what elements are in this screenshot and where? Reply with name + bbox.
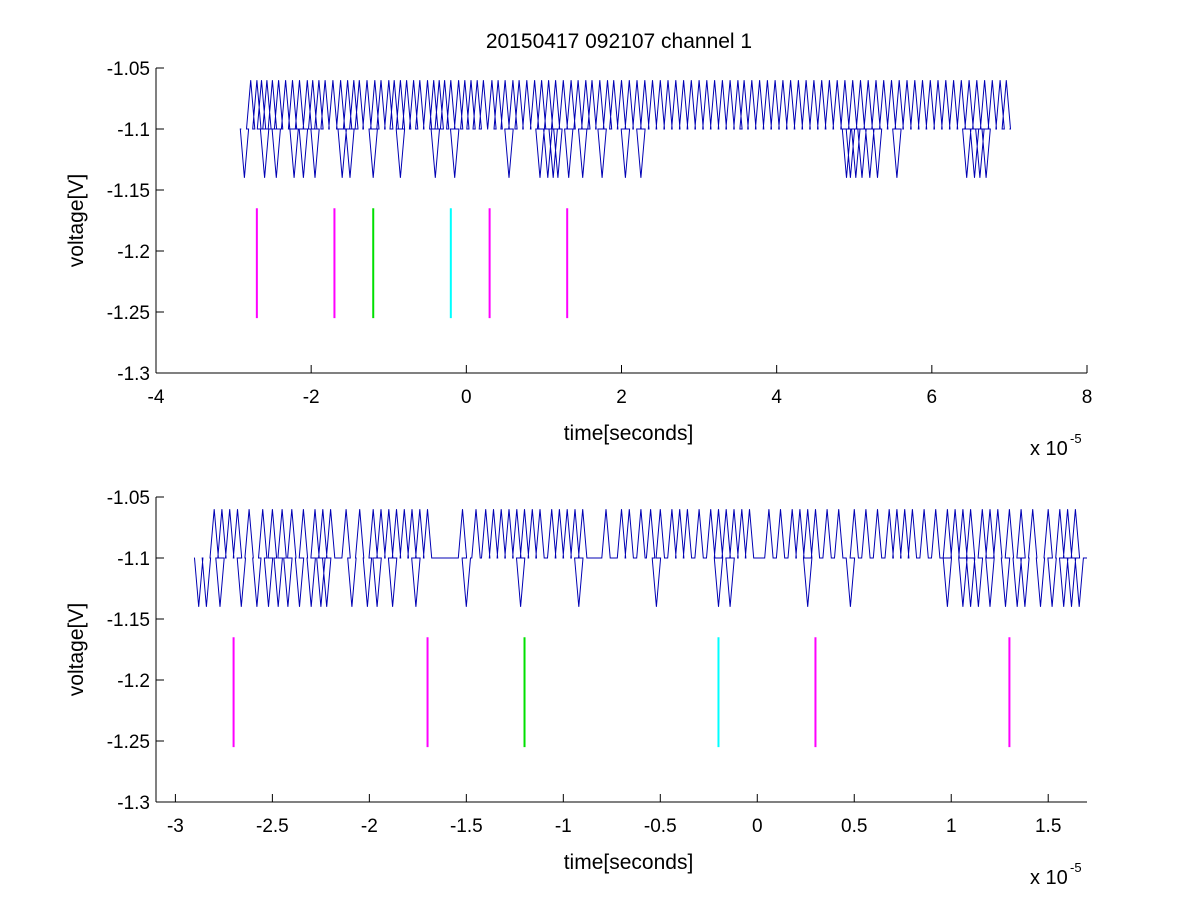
- signal-trace: [193, 509, 1087, 607]
- y-tick-label: -1.05: [107, 59, 150, 80]
- y-tick-label: -1.3: [117, 793, 150, 814]
- x-exponent-base: x 10: [1030, 438, 1068, 460]
- x-tick-label: -2.5: [256, 816, 289, 837]
- y-tick-label: -1.1: [117, 120, 150, 141]
- x-axis-title: time[seconds]: [564, 422, 694, 445]
- x-tick-label: -4: [148, 387, 165, 408]
- x-tick-label: 4: [771, 387, 782, 408]
- x-exponent-base: x 10: [1030, 867, 1068, 889]
- x-tick-label: -3: [167, 816, 184, 837]
- y-tick-label: -1.25: [107, 732, 150, 753]
- y-tick-label: -1.2: [117, 671, 150, 692]
- x-axis-title: time[seconds]: [564, 851, 694, 874]
- x-tick-label: 6: [927, 387, 938, 408]
- x-tick-label: 1.5: [1035, 816, 1061, 837]
- x-tick-label: 8: [1082, 387, 1093, 408]
- figure-title: 20150417 092107 channel 1: [486, 30, 752, 53]
- y-tick-label: -1.3: [117, 364, 150, 385]
- x-tick-label: 2: [616, 387, 627, 408]
- x-exponent-power: -5: [1070, 431, 1082, 446]
- top-subplot: -1.05 -1.1 -1.15 -1.2 -1.25 -1.3-4 -2 0 2 4 6 8 time…: [65, 59, 1092, 460]
- x-tick-label: -1: [555, 816, 572, 837]
- x-tick-label: -2: [303, 387, 320, 408]
- y-tick-label: -1.25: [107, 303, 150, 324]
- y-tick-label: -1.15: [107, 181, 150, 202]
- x-tick-label: 0: [752, 816, 763, 837]
- y-tick-label: -1.15: [107, 610, 150, 631]
- y-axis-title: voltage[V]: [65, 174, 88, 267]
- x-tick-label: -1.5: [450, 816, 483, 837]
- x-tick-label: 0: [461, 387, 472, 408]
- y-tick-label: -1.1: [117, 549, 150, 570]
- signal-trace: [239, 80, 1012, 178]
- x-tick-label: -0.5: [644, 816, 677, 837]
- y-tick-label: -1.05: [107, 488, 150, 509]
- x-tick-label: -2: [361, 816, 378, 837]
- x-tick-label: 0.5: [841, 816, 867, 837]
- y-tick-label: -1.2: [117, 242, 150, 263]
- x-exponent-power: -5: [1070, 860, 1082, 875]
- x-tick-label: 1: [946, 816, 957, 837]
- y-axis-title: voltage[V]: [65, 603, 88, 696]
- bottom-subplot: -1.05 -1.1 -1.15 -1.2 -1.25 -1.3 -3 -2.5 -2 -1.5 -…: [65, 488, 1087, 889]
